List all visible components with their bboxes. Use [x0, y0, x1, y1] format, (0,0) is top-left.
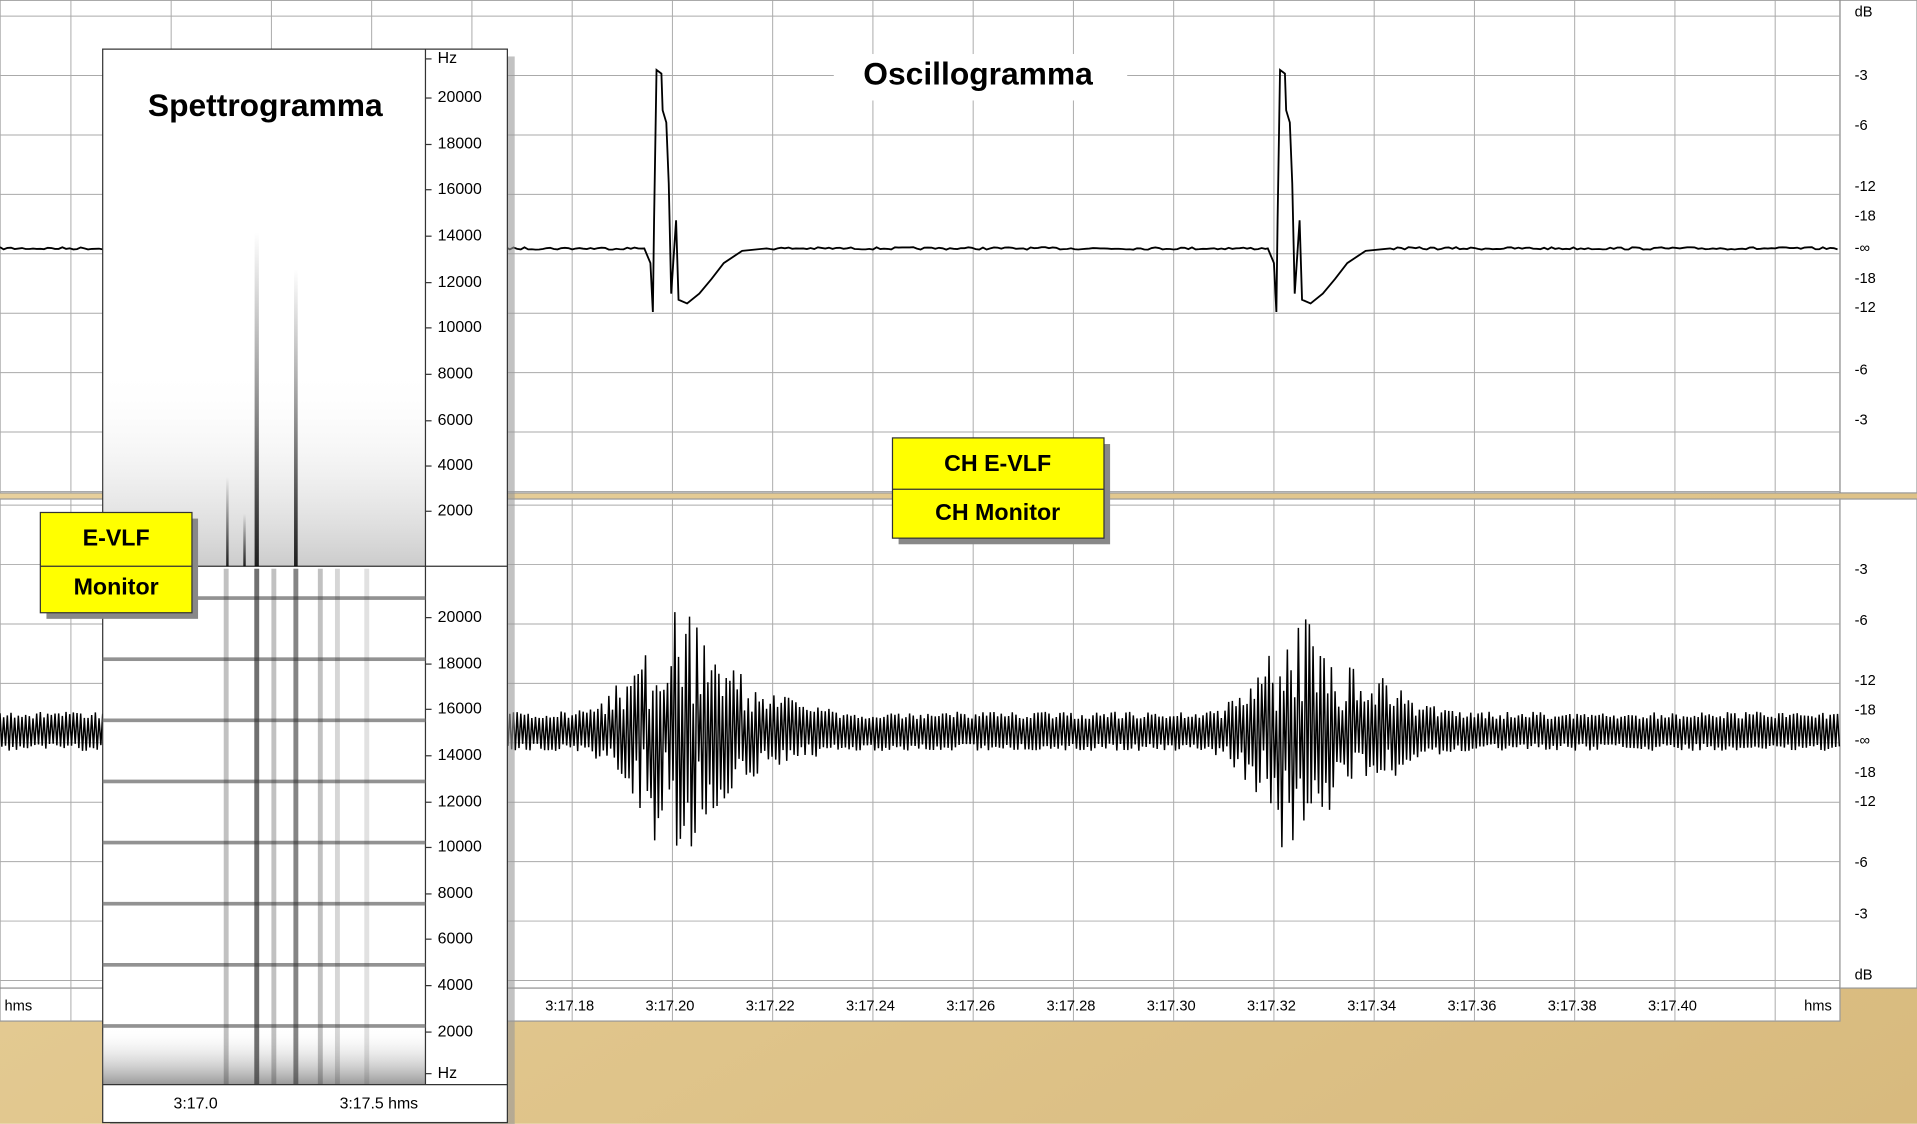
label: CH E-VLF — [944, 450, 1051, 476]
db-label: -6 — [1855, 363, 1868, 379]
freq-label: 16000 — [438, 701, 482, 718]
time-label: 3:17.32 — [1247, 998, 1296, 1014]
time-label: 3:17.22 — [746, 998, 795, 1014]
freq-label: 12000 — [438, 793, 482, 810]
db-label: -12 — [1855, 300, 1876, 316]
band — [102, 963, 426, 967]
time-label: 3:17.38 — [1548, 998, 1597, 1014]
freq-label: Hz — [438, 1065, 457, 1082]
channel-label: E-VLF Monitor — [39, 511, 199, 619]
time-label: 3:17.0 — [174, 1095, 218, 1112]
band — [102, 718, 426, 723]
freq-label: 20000 — [438, 89, 482, 106]
channel-label: CH E-VLF CH Monitor — [891, 437, 1111, 545]
db-label: -18 — [1855, 765, 1876, 781]
freq-label: 2000 — [438, 1023, 473, 1040]
title: Spettrogramma — [148, 87, 383, 123]
band — [102, 779, 426, 784]
label: Monitor — [74, 573, 159, 599]
db-label: -∞ — [1855, 733, 1870, 749]
db-label: -12 — [1855, 179, 1876, 195]
time-label: 3:17.34 — [1347, 998, 1396, 1014]
label: E-VLF — [83, 525, 150, 551]
freq-label: 2000 — [438, 502, 473, 519]
db-label: -∞ — [1855, 240, 1870, 256]
freq-label: Hz — [438, 50, 457, 67]
freq-label: 12000 — [438, 274, 482, 291]
streak — [293, 568, 299, 1085]
time-label: 3:17.26 — [946, 998, 995, 1014]
right-axis — [1839, 498, 1917, 989]
db-label: -3 — [1855, 68, 1868, 84]
db-label: -12 — [1855, 673, 1876, 689]
band — [102, 901, 426, 906]
db-label: dB — [1855, 968, 1873, 984]
db-label: -3 — [1855, 413, 1868, 429]
band — [102, 840, 426, 845]
freq-label: 4000 — [438, 457, 473, 474]
time-label: hms — [1804, 998, 1832, 1014]
freq-label: 8000 — [438, 885, 473, 902]
freq-label: 4000 — [438, 977, 473, 994]
freq-label: 20000 — [438, 609, 482, 626]
label: CH Monitor — [935, 499, 1060, 525]
streak — [254, 568, 260, 1085]
freq-label: 8000 — [438, 366, 473, 383]
db-label: -3 — [1855, 562, 1868, 578]
freq-label: 18000 — [438, 655, 482, 672]
band — [102, 1024, 426, 1028]
title: Oscillogramma — [863, 55, 1093, 91]
db-label: -6 — [1855, 855, 1868, 871]
time-label: 3:17.5 hms — [340, 1095, 419, 1112]
time-label: hms — [4, 998, 32, 1014]
title-bg — [833, 54, 1128, 101]
time-label: 3:17.28 — [1047, 998, 1096, 1014]
freq-label: 6000 — [438, 412, 473, 429]
spectrogram-window: Hz 20000 18000 16000 14000 12000 10000 8000 6000… — [102, 48, 515, 1124]
db-label: dB — [1855, 4, 1873, 20]
streak — [317, 568, 323, 1085]
streak — [223, 568, 229, 1085]
time-label: 3:17.36 — [1448, 998, 1497, 1014]
freq-label: 10000 — [438, 319, 482, 336]
time-label: 3:17.30 — [1147, 998, 1196, 1014]
db-label: -18 — [1855, 702, 1876, 718]
freq-label: 18000 — [438, 136, 482, 153]
streak — [271, 568, 277, 1085]
streak — [294, 269, 298, 567]
freq-label: 14000 — [438, 747, 482, 764]
db-label: -12 — [1855, 794, 1876, 810]
band — [102, 657, 426, 662]
db-label: -18 — [1855, 208, 1876, 224]
time-label: 3:17.20 — [646, 998, 695, 1014]
freq-label: 6000 — [438, 930, 473, 947]
freq-label: 10000 — [438, 839, 482, 856]
band — [102, 596, 426, 600]
db-label: -6 — [1855, 118, 1868, 134]
db-label: -18 — [1855, 271, 1876, 287]
freq-label: 14000 — [438, 227, 482, 244]
streak — [334, 568, 340, 1085]
streak — [254, 232, 259, 567]
freq-label: 16000 — [438, 181, 482, 198]
streak — [226, 477, 229, 567]
streak — [243, 513, 246, 567]
db-label: -3 — [1855, 907, 1868, 923]
streak — [364, 568, 370, 1085]
db-label: -6 — [1855, 613, 1868, 629]
time-label: 3:17.18 — [545, 998, 594, 1014]
time-label: 3:17.40 — [1648, 998, 1697, 1014]
axis-labels: dB -3 -6 -12 -18 -∞ -18 -12 -6 -3 -3 -6 -12 -18 -∞ -18 -… — [4, 4, 1875, 1014]
time-label: 3:17.24 — [846, 998, 895, 1014]
